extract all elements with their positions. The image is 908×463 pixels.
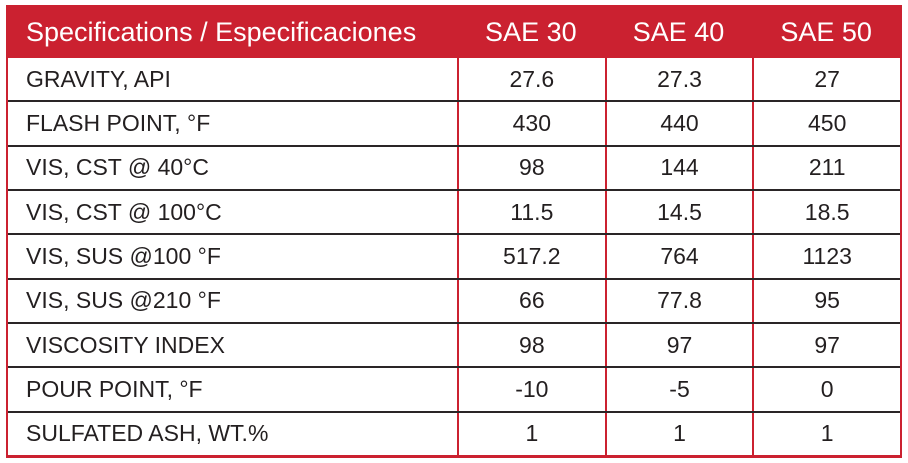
row-value: 0 [752,368,900,411]
row-value: 95 [752,279,900,322]
row-value: 27.6 [457,58,605,101]
row-value: 450 [752,102,900,145]
row-value: 440 [604,102,753,145]
row-value: -10 [457,368,605,411]
table-header: Specifications / Especificaciones SAE 30… [8,7,900,58]
row-label: VISCOSITY INDEX [26,331,225,358]
row-value: 517.2 [457,235,605,278]
table-row: SULFATED ASH, WT.% 1 1 1 [8,410,900,455]
row-label: GRAVITY, API [26,65,171,92]
row-label: POUR POINT, °F [26,375,203,402]
row-value: 1 [604,412,753,455]
table-row: POUR POINT, °F -10 -5 0 [8,366,900,411]
table-row: VIS, SUS @210 °F 66 77.8 95 [8,277,900,322]
row-label: VIS, SUS @100 °F [26,242,221,269]
row-value: 98 [457,146,605,189]
row-value: 430 [457,102,605,145]
row-value: 11.5 [457,190,605,234]
row-value: 211 [752,146,900,189]
table-row: GRAVITY, API 27.6 27.3 27 [8,58,900,101]
row-value: 764 [604,235,753,278]
spec-table: Specifications / Especificaciones SAE 30… [6,5,902,458]
table-row: VIS, CST @ 100°C 11.5 14.5 18.5 [8,188,900,234]
row-label: SULFATED ASH, WT.% [26,420,269,447]
table-row: FLASH POINT, °F 430 440 450 [8,100,900,145]
header-spec-label: Specifications / Especificaciones [26,17,417,47]
table-row: VIS, SUS @100 °F 517.2 764 1123 [8,233,900,278]
row-label: VIS, SUS @210 °F [26,287,221,314]
row-value: 1 [752,412,900,455]
header-col-sae30: SAE 30 [485,17,577,47]
row-value: 1123 [752,235,900,278]
row-label: VIS, CST @ 100°C [26,198,222,225]
row-value: 14.5 [604,190,753,234]
header-col-sae50: SAE 50 [780,17,872,47]
header-col-sae40: SAE 40 [632,17,725,47]
table-row: VISCOSITY INDEX 98 97 97 [8,321,900,367]
row-value: -5 [604,368,753,411]
row-value: 27 [752,58,900,101]
row-value: 144 [604,146,753,189]
row-label: FLASH POINT, °F [26,109,211,136]
row-value: 66 [457,279,605,322]
table-row: VIS, CST @ 40°C 98 144 211 [8,144,900,189]
row-value: 77.8 [604,279,753,322]
row-value: 98 [457,323,605,367]
row-label: VIS, CST @ 40°C [26,154,209,181]
row-value: 97 [752,323,900,367]
row-value: 18.5 [752,190,900,234]
row-value: 1 [457,412,605,455]
row-value: 27.3 [604,58,753,101]
row-value: 97 [604,323,753,367]
